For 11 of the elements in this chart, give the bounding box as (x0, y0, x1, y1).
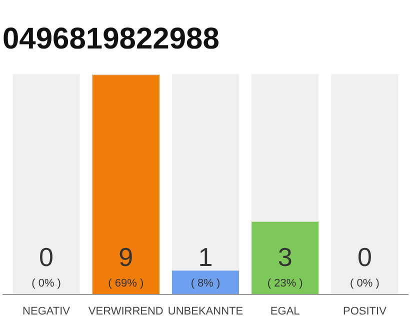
x-tick-label: VERWIRREND (88, 306, 164, 318)
x-tick-label: POSITIV (343, 306, 388, 318)
x-tick-label: EGAL (270, 306, 300, 318)
x-tick-label: UNBEKANNTE (168, 306, 244, 318)
data-label: 1 ( 8% ) (190, 242, 220, 290)
data-label: 0 ( 0% ) (350, 242, 380, 290)
data-label: 0 ( 0% ) (32, 242, 61, 290)
chart-title: 0496819822988 (2, 22, 220, 56)
data-label: 3 ( 23% ) (267, 242, 303, 290)
data-label: 9 ( 69% ) (108, 242, 144, 290)
x-tick-label: NEGATIV (22, 306, 71, 318)
